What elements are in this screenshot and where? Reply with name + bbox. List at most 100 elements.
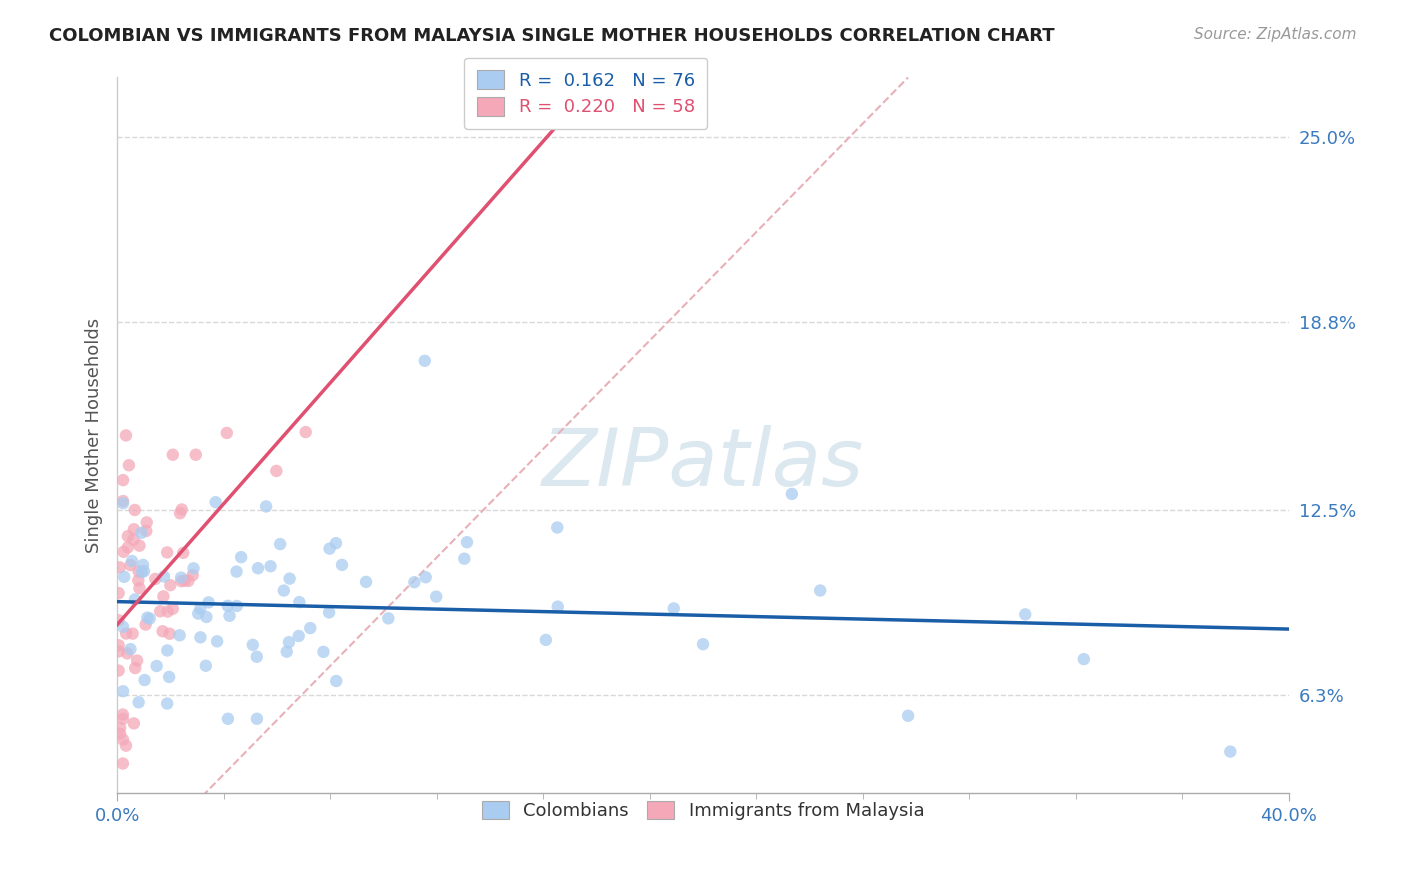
Point	[190, 631, 212, 645]
Legend: Colombians, Immigrants from Malaysia: Colombians, Immigrants from Malaysia	[467, 786, 939, 834]
Point	[269, 537, 291, 551]
Point	[780, 487, 803, 501]
Point	[107, 664, 129, 678]
Point	[112, 620, 135, 634]
Point	[215, 425, 238, 440]
Point	[547, 599, 569, 614]
Point	[278, 572, 301, 586]
Point	[107, 586, 129, 600]
Point	[112, 684, 135, 698]
Point	[108, 721, 131, 735]
Point	[111, 707, 134, 722]
Point	[139, 612, 162, 626]
Point	[247, 561, 270, 575]
Point	[112, 545, 135, 559]
Point	[246, 712, 269, 726]
Point	[242, 638, 264, 652]
Point	[115, 626, 138, 640]
Point	[288, 595, 311, 609]
Point	[184, 448, 207, 462]
Point	[425, 590, 447, 604]
Point	[135, 516, 157, 530]
Point	[173, 574, 195, 588]
Point	[299, 621, 322, 635]
Point	[187, 607, 209, 621]
Point	[132, 564, 155, 578]
Point	[121, 626, 143, 640]
Point	[177, 574, 200, 588]
Point	[153, 569, 176, 583]
Point	[254, 500, 277, 514]
Point	[225, 599, 247, 613]
Point	[808, 583, 831, 598]
Point	[225, 565, 247, 579]
Point	[266, 464, 288, 478]
Point	[157, 670, 180, 684]
Point	[122, 533, 145, 547]
Point	[131, 525, 153, 540]
Point	[156, 697, 179, 711]
Point	[122, 716, 145, 731]
Point	[120, 642, 142, 657]
Point	[124, 592, 146, 607]
Point	[117, 646, 139, 660]
Point	[181, 568, 204, 582]
Point	[170, 502, 193, 516]
Point	[273, 583, 295, 598]
Point	[121, 554, 143, 568]
Text: Source: ZipAtlas.com: Source: ZipAtlas.com	[1194, 27, 1357, 42]
Point	[172, 546, 194, 560]
Point	[246, 649, 269, 664]
Point	[152, 590, 174, 604]
Point	[204, 495, 226, 509]
Point	[128, 581, 150, 595]
Point	[205, 634, 228, 648]
Point	[456, 535, 478, 549]
Point	[124, 503, 146, 517]
Point	[156, 605, 179, 619]
Y-axis label: Single Mother Households: Single Mother Households	[86, 318, 103, 553]
Point	[162, 601, 184, 615]
Point	[107, 638, 129, 652]
Point	[330, 558, 353, 572]
Point	[188, 601, 211, 615]
Point	[534, 632, 557, 647]
Point	[112, 712, 135, 726]
Point	[318, 541, 340, 556]
Point	[278, 635, 301, 649]
Point	[134, 673, 156, 687]
Point	[662, 601, 685, 615]
Point	[415, 570, 437, 584]
Point	[118, 458, 141, 473]
Point	[122, 522, 145, 536]
Point	[112, 570, 135, 584]
Point	[217, 599, 239, 613]
Point	[170, 571, 193, 585]
Point	[692, 637, 714, 651]
Point	[152, 624, 174, 639]
Point	[108, 560, 131, 574]
Point	[162, 448, 184, 462]
Point	[546, 520, 568, 534]
Point	[1073, 652, 1095, 666]
Point	[112, 494, 135, 508]
Point	[1014, 607, 1036, 622]
Point	[453, 551, 475, 566]
Point	[112, 732, 135, 747]
Point	[413, 354, 436, 368]
Point	[115, 428, 138, 442]
Point	[287, 629, 309, 643]
Point	[897, 708, 920, 723]
Point	[117, 541, 139, 555]
Point	[120, 558, 142, 573]
Point	[136, 610, 159, 624]
Point	[135, 617, 157, 632]
Point	[318, 606, 340, 620]
Point	[217, 712, 239, 726]
Point	[127, 574, 149, 588]
Point	[259, 559, 281, 574]
Point	[115, 739, 138, 753]
Point	[325, 673, 347, 688]
Point	[128, 695, 150, 709]
Text: ZIPatlas: ZIPatlas	[541, 425, 865, 503]
